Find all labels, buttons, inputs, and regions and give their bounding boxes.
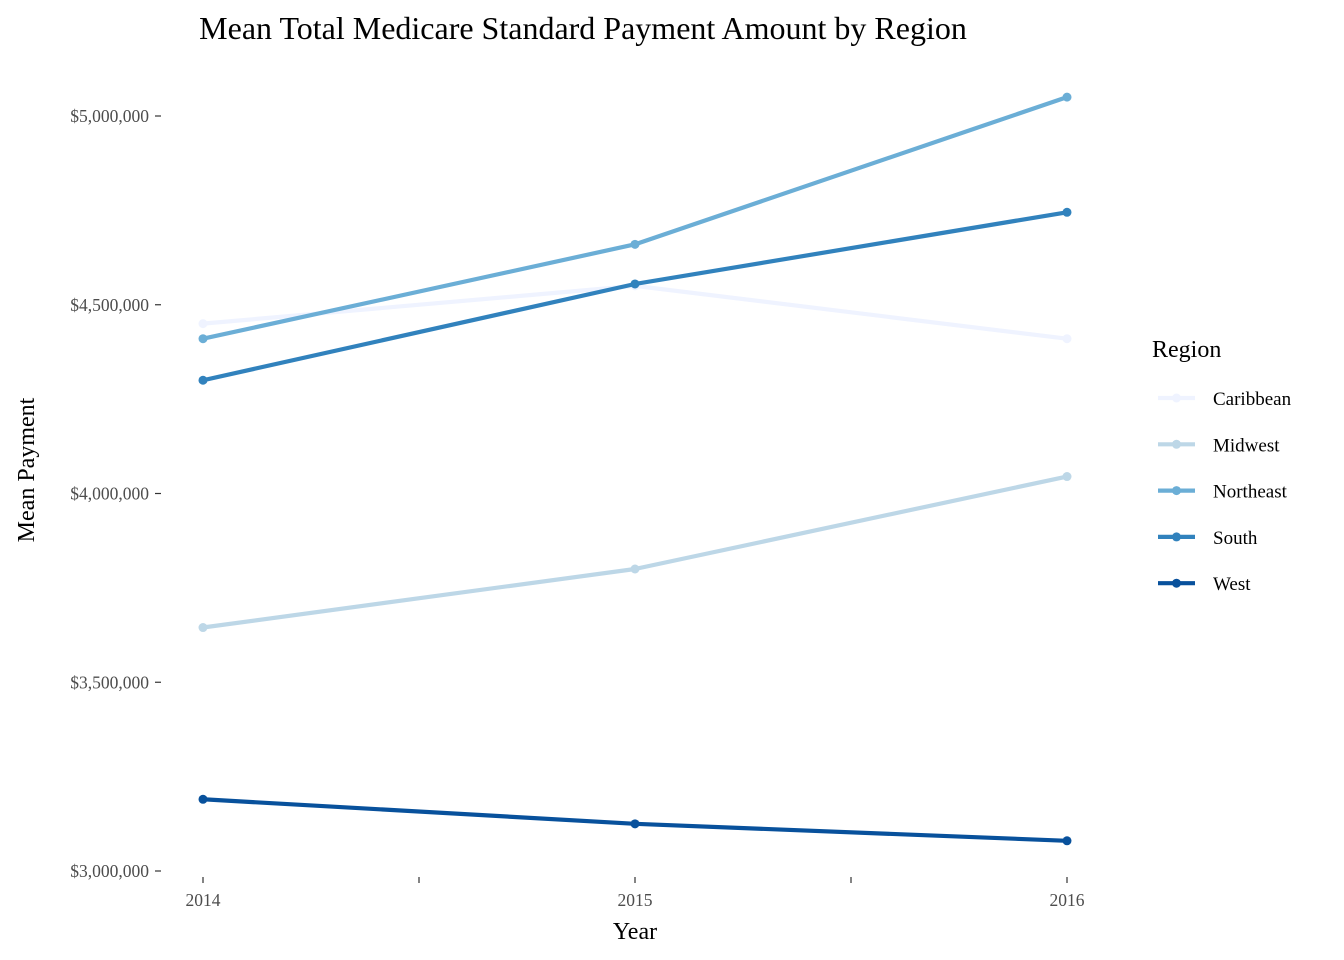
legend-key-point [1172,486,1181,496]
data-point-midwest [198,623,208,633]
series-line-midwest [202,474,1068,630]
legend-label: West [1213,574,1251,595]
x-tick-label: 2016 [1050,890,1085,910]
series-layer [198,92,1072,846]
y-tick-label: $4,000,000 [70,484,149,504]
y-axis-title: Mean Payment [14,397,40,542]
y-tick-label: $3,500,000 [70,672,149,692]
plot-area: $3,000,000 $3,500,000 $4,000,000 $4,500,000… [70,92,1085,910]
data-point-northeast [1062,92,1072,102]
y-tick-label: $4,500,000 [70,295,149,315]
legend-item-west: West [1158,574,1251,595]
chart-title: Mean Total Medicare Standard Payment Amo… [199,10,967,46]
legend-key-point [1172,532,1181,542]
data-point-northeast [198,334,208,344]
data-point-south [1062,207,1072,217]
legend: Region Caribbean Midwest Northeast South Wes… [1152,337,1292,595]
x-axis-title: Year [613,919,657,945]
data-point-west [630,819,640,829]
data-point-west [1062,836,1072,846]
series-northeast [198,92,1072,344]
data-point-south [630,279,640,289]
data-point-midwest [630,564,640,574]
legend-item-south: South [1158,528,1258,549]
legend-label: South [1213,528,1258,549]
data-point-caribbean [1062,334,1072,344]
x-axis: 2014 2015 2016 [186,877,1085,910]
legend-item-midwest: Midwest [1158,435,1280,456]
legend-items: Caribbean Midwest Northeast South West [1158,389,1292,595]
series-south [198,207,1072,385]
x-tick-label: 2015 [618,890,653,910]
legend-label: Caribbean [1213,389,1292,410]
legend-item-caribbean: Caribbean [1158,389,1292,410]
data-point-caribbean [198,319,208,329]
y-tick-label: $5,000,000 [70,106,149,126]
series-midwest [198,472,1072,633]
legend-key-point [1172,393,1181,403]
series-west [198,794,1072,846]
y-tick-label: $3,000,000 [70,861,149,881]
y-axis: $3,000,000 $3,500,000 $4,000,000 $4,500,000… [70,106,161,881]
legend-item-northeast: Northeast [1158,482,1288,503]
legend-title: Region [1152,337,1221,363]
legend-key-point [1172,578,1181,588]
series-line-northeast [202,95,1068,341]
legend-key-point [1172,439,1181,449]
x-tick-label: 2014 [186,890,221,910]
data-point-northeast [630,239,640,249]
data-point-west [198,794,208,804]
data-point-south [198,375,208,385]
legend-label: Midwest [1213,435,1280,456]
series-line-south [202,210,1068,383]
legend-label: Northeast [1213,482,1288,503]
data-point-midwest [1062,472,1072,482]
